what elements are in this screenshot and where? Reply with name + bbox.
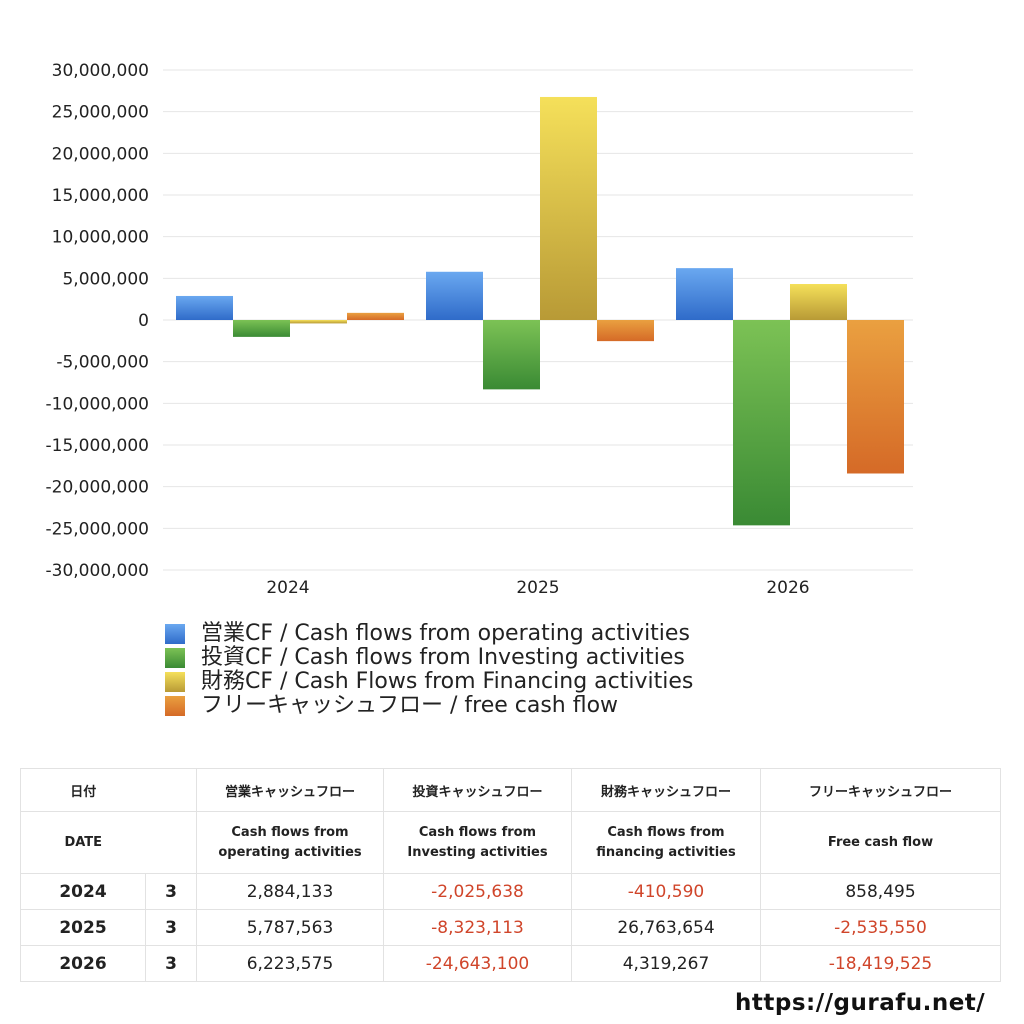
- cell-investing: -24,643,100: [383, 945, 572, 982]
- legend-item-investing: 投資CF / Cash flows from Investing activit…: [165, 646, 693, 670]
- table-header-jp: 日付 営業キャッシュフロー 投資キャッシュフロー 財務キャッシュフロー フリーキ…: [20, 768, 1001, 812]
- header-operating-en: Cash flows from operating activities: [196, 811, 384, 874]
- bar-2025-series-2: [540, 96, 597, 321]
- legend-swatch-investing: [165, 648, 185, 668]
- legend: 営業CF / Cash flows from operating activit…: [165, 622, 693, 718]
- cell-financing: 26,763,654: [571, 909, 761, 946]
- row-year: 2025: [20, 909, 146, 946]
- cell-operating: 6,223,575: [196, 945, 384, 982]
- y-tick-label: 15,000,000: [52, 186, 149, 206]
- legend-label-financing: 財務CF / Cash Flows from Financing activit…: [201, 669, 694, 694]
- bar-2024-series-1: [233, 320, 290, 337]
- bar-2024-series-2: [290, 320, 347, 324]
- bars: [176, 96, 904, 526]
- header-investing-jp: 投資キャッシュフロー: [383, 768, 572, 812]
- row-month: 3: [145, 945, 197, 982]
- header-free-en: Free cash flow: [760, 811, 1001, 874]
- y-tick-label: -5,000,000: [56, 353, 149, 373]
- x-tick-label: 2026: [766, 578, 809, 598]
- bar-2024-series-3: [347, 312, 404, 320]
- legend-item-operating: 営業CF / Cash flows from operating activit…: [165, 622, 693, 646]
- cell-free: -2,535,550: [760, 909, 1001, 946]
- x-tick-label: 2025: [516, 578, 559, 598]
- legend-swatch-operating: [165, 624, 185, 644]
- y-tick-label: 20,000,000: [52, 144, 149, 164]
- legend-swatch-free: [165, 696, 185, 716]
- legend-label-free: フリーキャッシュフロー / free cash flow: [201, 693, 619, 718]
- cell-financing: 4,319,267: [571, 945, 761, 982]
- legend-item-financing: 財務CF / Cash Flows from Financing activit…: [165, 670, 693, 694]
- header-date-jp: 日付: [20, 768, 146, 812]
- cash-flow-bar-chart: 30,000,000 25,000,000 20,000,000 15,000,000…: [46, 61, 913, 598]
- x-tick-label: 2024: [266, 578, 309, 598]
- y-tick-label: 5,000,000: [62, 269, 149, 289]
- y-axis-tick-labels: 30,000,000 25,000,000 20,000,000 15,000,000…: [46, 61, 149, 581]
- y-tick-label: 30,000,000: [52, 61, 149, 81]
- row-month: 3: [145, 909, 197, 946]
- table-row: 2024 3 2,884,133 -2,025,638 -410,590 858…: [20, 873, 1001, 910]
- y-tick-label: -30,000,000: [46, 561, 149, 581]
- y-tick-label: 25,000,000: [52, 103, 149, 123]
- header-month-blank-en: [145, 811, 197, 874]
- bar-2026-series-3: [847, 320, 904, 474]
- header-month-blank: [145, 768, 197, 812]
- legend-label-operating: 営業CF / Cash flows from operating activit…: [201, 621, 690, 646]
- bar-2025-series-1: [483, 320, 540, 390]
- cell-operating: 2,884,133: [196, 873, 384, 910]
- bar-2025-series-3: [597, 320, 654, 342]
- header-date-en: DATE: [20, 811, 146, 874]
- cell-free: 858,495: [760, 873, 1001, 910]
- header-investing-en: Cash flows from Investing activities: [383, 811, 572, 874]
- cell-investing: -2,025,638: [383, 873, 572, 910]
- y-tick-label: 10,000,000: [52, 228, 149, 248]
- y-tick-label: -10,000,000: [46, 394, 149, 414]
- header-operating-jp: 営業キャッシュフロー: [196, 768, 384, 812]
- header-financing-en: Cash flows from financing activities: [571, 811, 761, 874]
- bar-2026-series-0: [676, 268, 733, 320]
- legend-swatch-financing: [165, 672, 185, 692]
- header-financing-jp: 財務キャッシュフロー: [571, 768, 761, 812]
- header-free-jp: フリーキャッシュフロー: [760, 768, 1001, 812]
- row-year: 2024: [20, 873, 146, 910]
- site-url[interactable]: https://gurafu.net/: [735, 990, 986, 1016]
- bar-2026-series-1: [733, 320, 790, 526]
- cell-investing: -8,323,113: [383, 909, 572, 946]
- row-month: 3: [145, 873, 197, 910]
- y-tick-label: -15,000,000: [46, 436, 149, 456]
- table-row: 2026 3 6,223,575 -24,643,100 4,319,267 -…: [20, 945, 1001, 982]
- bar-2026-series-2: [790, 284, 847, 320]
- bar-2025-series-0: [426, 271, 483, 320]
- table-row: 2025 3 5,787,563 -8,323,113 26,763,654 -…: [20, 909, 1001, 946]
- table-header-en: DATE Cash flows from operating activitie…: [20, 811, 1001, 874]
- legend-item-free: フリーキャッシュフロー / free cash flow: [165, 694, 693, 718]
- cell-financing: -410,590: [571, 873, 761, 910]
- bar-2024-series-0: [176, 295, 233, 320]
- row-year: 2026: [20, 945, 146, 982]
- y-tick-label: -20,000,000: [46, 478, 149, 498]
- cell-operating: 5,787,563: [196, 909, 384, 946]
- y-tick-label: 0: [138, 311, 149, 331]
- cell-free: -18,419,525: [760, 945, 1001, 982]
- y-tick-label: -25,000,000: [46, 519, 149, 539]
- legend-label-investing: 投資CF / Cash flows from Investing activit…: [201, 645, 685, 670]
- cash-flow-table: 日付 営業キャッシュフロー 投資キャッシュフロー 財務キャッシュフロー フリーキ…: [20, 768, 1001, 982]
- x-axis-tick-labels: 2024 2025 2026: [266, 578, 809, 598]
